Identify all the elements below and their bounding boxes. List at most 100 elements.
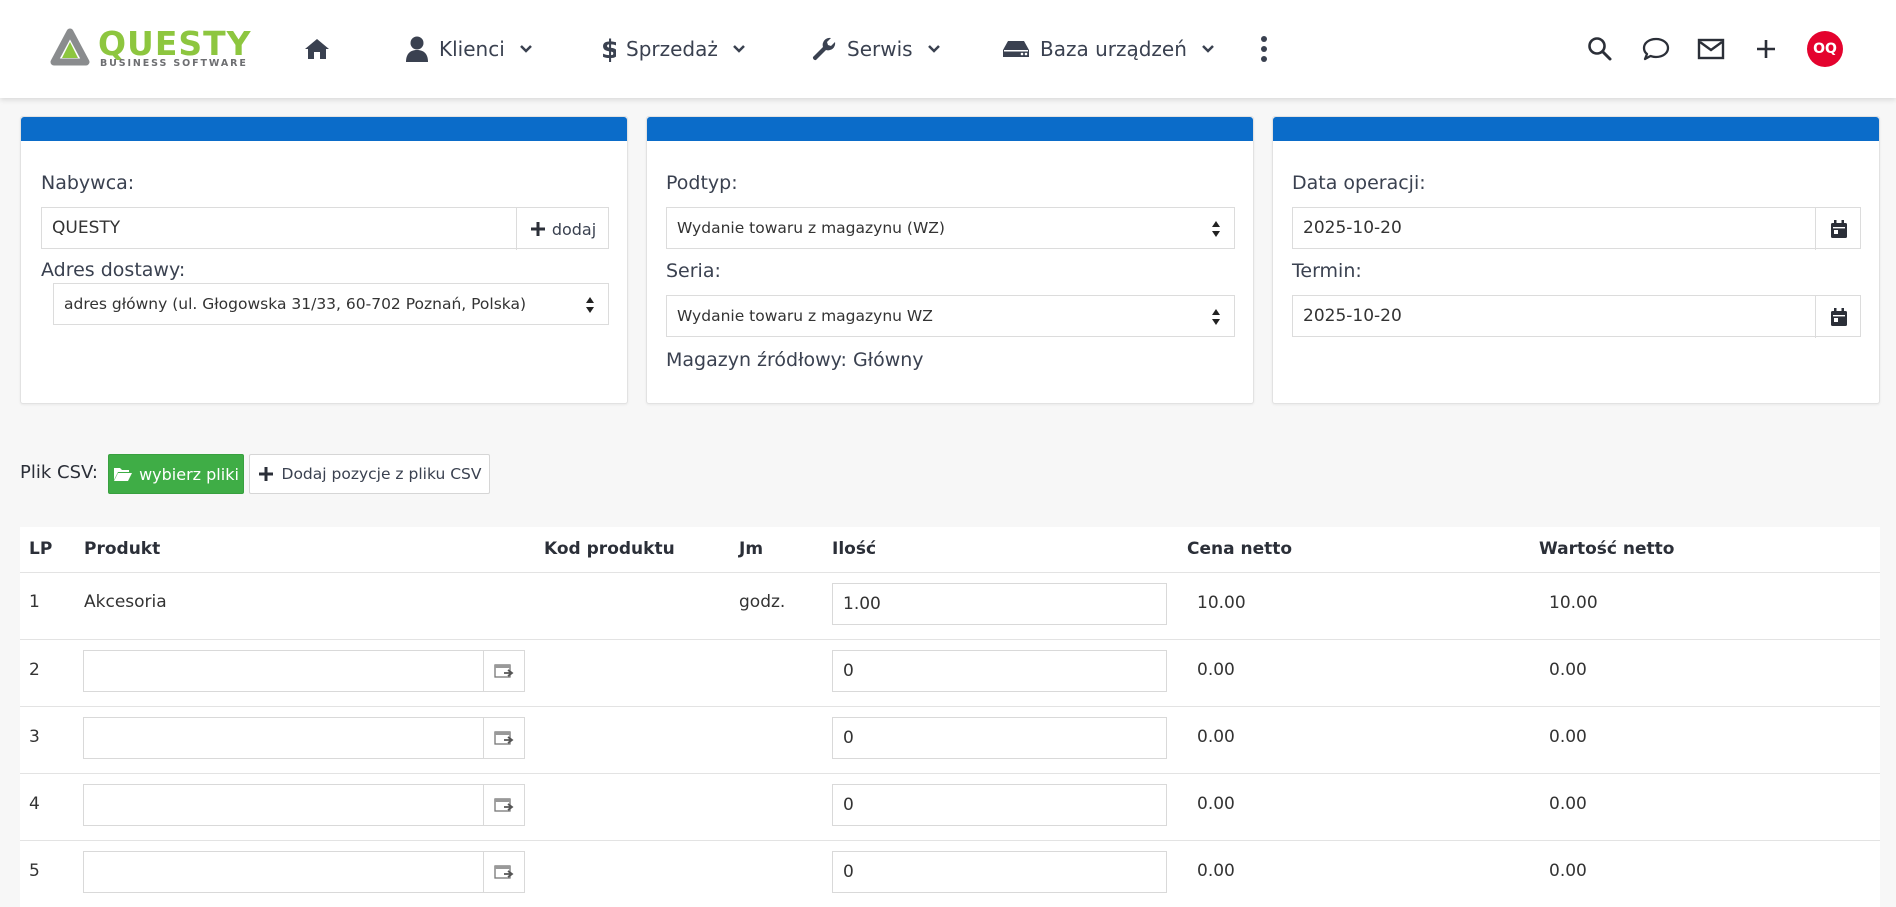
header-unit: Jm: [739, 539, 764, 559]
header-product-code: Kod produktu: [544, 539, 675, 559]
term-date-value: 2025-10-20: [1303, 306, 1402, 326]
add-buyer-label: dodaj: [551, 219, 597, 239]
product-input[interactable]: [83, 717, 484, 759]
quantity-input[interactable]: 0: [832, 650, 1167, 692]
series-select[interactable]: Wydanie towaru z magazynu WZ: [666, 295, 1235, 337]
more-menu-button[interactable]: [1248, 33, 1280, 65]
row-divider: [20, 706, 1880, 707]
header-quantity: Ilość: [832, 539, 877, 559]
select-list-icon: [494, 865, 514, 879]
add-csv-items-button[interactable]: Dodaj pozycje z pliku CSV: [249, 454, 490, 494]
nav-serwis-label: Serwis: [847, 37, 913, 61]
nav-sprzedaz[interactable]: $ Sprzedaż: [600, 0, 746, 98]
source-warehouse-text: Magazyn źródłowy: Główny: [666, 349, 924, 371]
choose-files-button[interactable]: wybierz pliki: [108, 454, 244, 494]
add-button[interactable]: [1750, 33, 1782, 65]
row-product: Akcesoria: [84, 592, 167, 612]
panel-header: [1273, 117, 1879, 141]
row-net-price: 0.00: [1197, 794, 1235, 814]
choose-files-label: wybierz pliki: [139, 464, 239, 484]
product-picker-button[interactable]: [484, 784, 525, 826]
quantity-input[interactable]: 0: [832, 784, 1167, 826]
search-button[interactable]: [1584, 33, 1616, 65]
questy-logo[interactable]: QUESTY BUSINESS SOFTWARE: [48, 24, 263, 72]
row-net-value: 0.00: [1549, 727, 1587, 747]
wrench-icon: [812, 37, 836, 61]
operation-date-input[interactable]: 2025-10-20: [1292, 207, 1861, 250]
nav-home[interactable]: [303, 0, 331, 98]
quantity-value: 0: [843, 862, 854, 882]
chevron-down-icon: [519, 45, 532, 53]
subtype-value: Wydanie towaru z magazynu (WZ): [677, 219, 945, 237]
row-net-price: 10.00: [1197, 593, 1246, 613]
buyer-panel: Nabywca: QUESTY dodaj Adres dostawy: adr…: [20, 116, 628, 404]
series-label: Seria:: [666, 260, 721, 282]
csv-file-label: Plik CSV:: [20, 462, 98, 483]
chevron-down-icon: [732, 45, 745, 53]
product-picker-button[interactable]: [484, 851, 525, 893]
term-date-input[interactable]: 2025-10-20: [1292, 295, 1861, 338]
home-icon: [305, 39, 329, 59]
quantity-input[interactable]: 0: [832, 851, 1167, 893]
buyer-input[interactable]: QUESTY dodaj: [41, 207, 609, 250]
quantity-value: 0: [843, 795, 854, 815]
brand-name: QUESTY: [98, 24, 252, 63]
row-net-price: 0.00: [1197, 660, 1235, 680]
items-table: LP Produkt Kod produktu Jm Ilość Cena ne…: [20, 527, 1880, 907]
product-input[interactable]: [83, 784, 484, 826]
nav-klienci[interactable]: Klienci: [405, 0, 533, 98]
add-csv-items-label: Dodaj pozycje z pliku CSV: [281, 465, 482, 483]
nav-klienci-label: Klienci: [439, 37, 505, 61]
product-picker-button[interactable]: [484, 717, 525, 759]
chevron-down-icon: [927, 45, 940, 53]
row-divider: [20, 572, 1880, 573]
row-lp: 4: [29, 794, 40, 814]
product-input[interactable]: [83, 851, 484, 893]
chat-button[interactable]: [1640, 33, 1672, 65]
product-input[interactable]: [83, 650, 484, 692]
subtype-label: Podtyp:: [666, 172, 738, 194]
top-navbar: QUESTY BUSINESS SOFTWARE Klienci $ Sprze…: [0, 0, 1896, 98]
document-type-panel: Podtyp: Wydanie towaru z magazynu (WZ) S…: [646, 116, 1254, 404]
row-net-value: 0.00: [1549, 861, 1587, 881]
add-buyer-button[interactable]: dodaj: [516, 208, 609, 250]
svg-text:$: $: [601, 35, 616, 64]
header-net-value: Wartość netto: [1539, 539, 1675, 559]
row-divider: [20, 840, 1880, 841]
subtype-select[interactable]: Wydanie towaru z magazynu (WZ): [666, 207, 1235, 249]
row-lp: 1: [29, 592, 40, 612]
quantity-value: 0: [843, 728, 854, 748]
plus-icon: [1757, 40, 1775, 58]
header-product: Produkt: [84, 539, 161, 559]
user-avatar[interactable]: OQ: [1807, 31, 1843, 67]
product-picker-button[interactable]: [484, 650, 525, 692]
mail-button[interactable]: [1695, 33, 1727, 65]
buyer-value: QUESTY: [52, 218, 121, 238]
chat-icon: [1642, 37, 1670, 61]
nav-sprzedaz-label: Sprzedaż: [626, 37, 718, 61]
nav-baza-urzadzen-label: Baza urządzeń: [1040, 37, 1187, 61]
buyer-label: Nabywca:: [41, 172, 135, 194]
nav-serwis[interactable]: Serwis: [811, 0, 941, 98]
nav-baza-urzadzen[interactable]: Baza urządzeń: [1002, 0, 1215, 98]
row-lp: 5: [29, 861, 40, 881]
term-label: Termin:: [1292, 260, 1362, 282]
row-divider: [20, 773, 1880, 774]
questy-logo-mark-icon: [50, 28, 90, 66]
brand-tagline: BUSINESS SOFTWARE: [100, 58, 248, 69]
row-divider: [20, 639, 1880, 640]
panel-header: [647, 117, 1253, 141]
operation-date-picker-button[interactable]: [1815, 208, 1861, 250]
select-arrows-icon: [1212, 221, 1220, 237]
panel-header: [21, 117, 627, 141]
plus-icon: [258, 467, 273, 481]
quantity-input[interactable]: 0: [832, 717, 1167, 759]
quantity-input[interactable]: 1.00: [832, 583, 1167, 625]
dates-panel: Data operacji: 2025-10-20 Termin: 2025-1…: [1272, 116, 1880, 404]
select-list-icon: [494, 798, 514, 812]
row-net-price: 0.00: [1197, 861, 1235, 881]
operation-date-label: Data operacji:: [1292, 172, 1426, 194]
row-net-value: 0.00: [1549, 660, 1587, 680]
delivery-address-select[interactable]: adres główny (ul. Głogowska 31/33, 60-70…: [53, 283, 609, 325]
term-date-picker-button[interactable]: [1815, 296, 1861, 338]
